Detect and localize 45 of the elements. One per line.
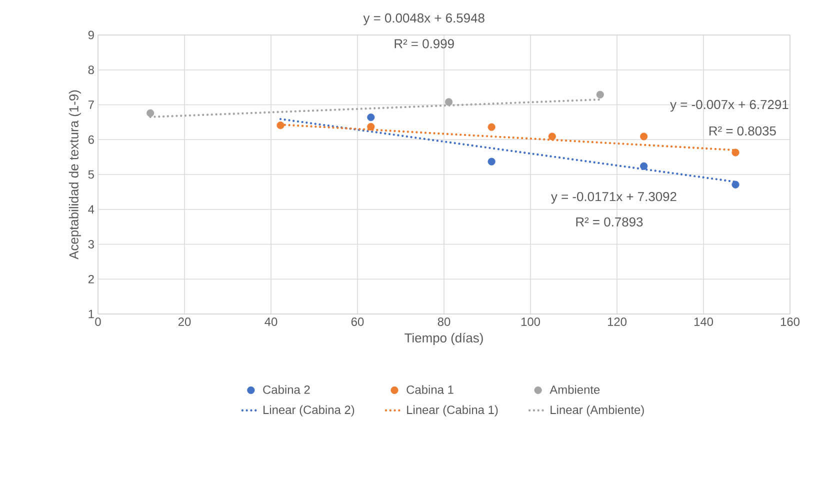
point — [732, 148, 740, 156]
y-tick-label: 4 — [88, 205, 94, 214]
point — [488, 158, 496, 166]
annotation: y = -0.007x + 6.7291 — [670, 100, 788, 112]
point — [146, 109, 154, 117]
legend-label: Ambiente — [550, 385, 600, 394]
legend-label: Linear (Cabina 2) — [264, 405, 354, 416]
legend-label: Linear (Cabina 1) — [407, 405, 498, 416]
annotation: R² = 0.999 — [394, 39, 454, 48]
y-tick-label: 8 — [88, 66, 94, 74]
annotation: y = -0.0171x + 7.3092 — [551, 192, 676, 204]
y-tick-label: 7 — [88, 100, 94, 109]
point — [276, 122, 284, 130]
text: y = 0.0048x + 6.5948 — [363, 13, 484, 26]
y-tick-label: 5 — [88, 170, 94, 179]
legend-label: Cabina 2 — [263, 385, 310, 394]
x-tick-label: 80 — [438, 318, 450, 326]
legend-label: Cabina 1 — [406, 385, 454, 394]
point — [444, 98, 453, 106]
y-tick-label: 1 — [88, 310, 94, 318]
annotation: R² = 0.7893 — [576, 217, 643, 227]
point — [367, 122, 375, 131]
x-tick-label: 140 — [694, 318, 714, 326]
x-tick-label: 40 — [264, 318, 278, 326]
point — [367, 114, 375, 122]
legend-label: Linear (Ambiente) — [550, 405, 644, 416]
point — [732, 180, 740, 188]
x-tick-label: 160 — [780, 318, 800, 326]
point — [640, 132, 648, 140]
annotation: R² = 0.8035 — [709, 126, 776, 136]
x-tick-label: 60 — [351, 318, 364, 326]
y-axis-title: Aceptabilidad de textura (1-9) — [68, 90, 81, 260]
point — [488, 123, 496, 131]
y-tick-label: 6 — [88, 135, 94, 144]
point — [548, 132, 556, 140]
y-tick-label: 3 — [88, 240, 94, 248]
point — [596, 90, 604, 98]
point — [640, 162, 648, 170]
x-tick-label: 100 — [521, 318, 540, 326]
x-tick-label: 120 — [608, 318, 627, 326]
x-tick-label: 0 — [95, 318, 101, 326]
y-tick-label: 2 — [88, 274, 94, 284]
x-tick-label: 20 — [178, 318, 191, 326]
y-tick-label: 9 — [88, 30, 94, 40]
x-axis-title: Tiempo (días) — [404, 332, 483, 346]
